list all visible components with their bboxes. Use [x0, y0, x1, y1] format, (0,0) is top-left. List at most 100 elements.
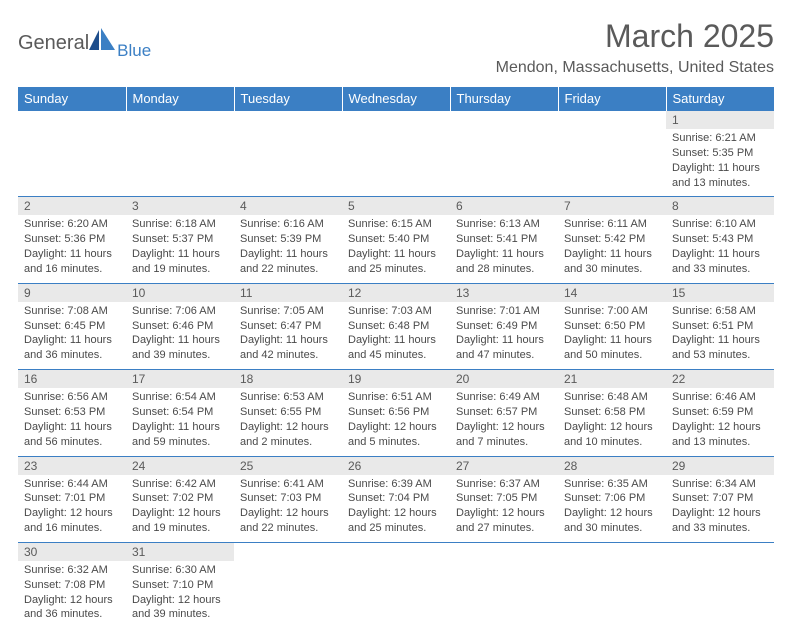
- daylight-line: Daylight: 12 hours and 33 minutes.: [672, 506, 768, 536]
- day-content-cell: Sunrise: 6:37 AMSunset: 7:05 PMDaylight:…: [450, 475, 558, 543]
- daylight-line: Daylight: 12 hours and 10 minutes.: [564, 420, 660, 450]
- day-number-cell: 17: [126, 370, 234, 389]
- day-content-row: Sunrise: 6:32 AMSunset: 7:08 PM Daylight:…: [18, 561, 774, 628]
- day-number-cell: 9: [18, 283, 126, 302]
- day-content-cell: Sunrise: 6:58 AMSunset: 6:51 PMDaylight:…: [666, 302, 774, 370]
- daylight-line: Daylight: 11 hours and 47 minutes.: [456, 333, 552, 363]
- day-number-cell: 3: [126, 197, 234, 216]
- sunset-line: Sunset: 7:10 PM: [132, 578, 228, 593]
- day-number-row: 1: [18, 111, 774, 130]
- day-content-cell: Sunrise: 6:48 AMSunset: 6:58 PMDaylight:…: [558, 388, 666, 456]
- location: Mendon, Massachusetts, United States: [496, 59, 774, 77]
- weekday-header: Monday: [126, 87, 234, 111]
- day-number-cell: 15: [666, 283, 774, 302]
- day-content-row: Sunrise: 6:20 AMSunset: 5:36 PMDaylight:…: [18, 215, 774, 283]
- daylight-line: Daylight: 12 hours and 13 minutes.: [672, 420, 768, 450]
- daylight-line: Daylight: 11 hours and 36 minutes.: [24, 333, 120, 363]
- day-content-cell: Sunrise: 6:16 AMSunset: 5:39 PMDaylight:…: [234, 215, 342, 283]
- day-content-row: Sunrise: 6:44 AMSunset: 7:01 PMDaylight:…: [18, 475, 774, 543]
- sunset-line: Sunset: 7:02 PM: [132, 491, 228, 506]
- sunrise-line: Sunrise: 6:54 AM: [132, 390, 228, 405]
- day-number-cell: 8: [666, 197, 774, 216]
- day-content-cell: Sunrise: 6:44 AMSunset: 7:01 PMDaylight:…: [18, 475, 126, 543]
- header: General Blue March 2025 Mendon, Massachu…: [18, 18, 774, 77]
- weekday-header: Sunday: [18, 87, 126, 111]
- daylight-line: Daylight: 11 hours and 25 minutes.: [348, 247, 444, 277]
- daylight-line: Daylight: 11 hours and 33 minutes.: [672, 247, 768, 277]
- day-number-cell: 1: [666, 111, 774, 130]
- day-number-cell: 30: [18, 542, 126, 561]
- sunrise-line: Sunrise: 6:51 AM: [348, 390, 444, 405]
- sunset-line: Sunset: 5:37 PM: [132, 232, 228, 247]
- weekday-header: Tuesday: [234, 87, 342, 111]
- daylight-line: Daylight: 11 hours and 30 minutes.: [564, 247, 660, 277]
- daylight-line: Daylight: 12 hours and 39 minutes.: [132, 593, 228, 623]
- day-content-cell: Sunrise: 6:20 AMSunset: 5:36 PMDaylight:…: [18, 215, 126, 283]
- day-number-cell: 25: [234, 456, 342, 475]
- calendar-table: SundayMondayTuesdayWednesdayThursdayFrid…: [18, 87, 774, 628]
- day-number-cell: 26: [342, 456, 450, 475]
- day-content-cell: Sunrise: 6:56 AMSunset: 6:53 PMDaylight:…: [18, 388, 126, 456]
- day-number-row: 9101112131415: [18, 283, 774, 302]
- sunrise-line: Sunrise: 7:08 AM: [24, 304, 120, 319]
- daylight-line: Daylight: 11 hours and 16 minutes.: [24, 247, 120, 277]
- day-number-cell: [234, 542, 342, 561]
- sunset-line: Sunset: 6:45 PM: [24, 319, 120, 334]
- sunrise-line: Sunrise: 6:32 AM: [24, 563, 120, 578]
- day-number-cell: 22: [666, 370, 774, 389]
- day-content-cell: Sunrise: 6:18 AMSunset: 5:37 PMDaylight:…: [126, 215, 234, 283]
- day-content-cell: Sunrise: 6:51 AMSunset: 6:56 PMDaylight:…: [342, 388, 450, 456]
- sunrise-line: Sunrise: 6:58 AM: [672, 304, 768, 319]
- day-content-cell: Sunrise: 7:01 AMSunset: 6:49 PMDaylight:…: [450, 302, 558, 370]
- daylight-line: Daylight: 11 hours and 13 minutes.: [672, 161, 768, 191]
- day-content-cell: Sunrise: 7:03 AMSunset: 6:48 PMDaylight:…: [342, 302, 450, 370]
- sunrise-line: Sunrise: 6:11 AM: [564, 217, 660, 232]
- sunset-line: Sunset: 6:49 PM: [456, 319, 552, 334]
- day-content-cell: Sunrise: 6:35 AMSunset: 7:06 PMDaylight:…: [558, 475, 666, 543]
- day-content-cell: Sunrise: 6:30 AMSunset: 7:10 PMDaylight:…: [126, 561, 234, 628]
- sunrise-line: Sunrise: 6:20 AM: [24, 217, 120, 232]
- day-content-cell: [342, 561, 450, 628]
- day-content-cell: Sunrise: 6:53 AMSunset: 6:55 PMDaylight:…: [234, 388, 342, 456]
- sunrise-line: Sunrise: 6:10 AM: [672, 217, 768, 232]
- sunset-line: Sunset: 7:04 PM: [348, 491, 444, 506]
- daylight-line: Daylight: 12 hours and 30 minutes.: [564, 506, 660, 536]
- weekday-header: Thursday: [450, 87, 558, 111]
- sunrise-line: Sunrise: 6:18 AM: [132, 217, 228, 232]
- day-content-row: Sunrise: 6:56 AMSunset: 6:53 PMDaylight:…: [18, 388, 774, 456]
- day-content-row: Sunrise: 7:08 AMSunset: 6:45 PMDaylight:…: [18, 302, 774, 370]
- sunset-line: Sunset: 6:50 PM: [564, 319, 660, 334]
- sunset-line: Sunset: 5:40 PM: [348, 232, 444, 247]
- day-content-cell: Sunrise: 7:05 AMSunset: 6:47 PMDaylight:…: [234, 302, 342, 370]
- sunrise-line: Sunrise: 6:46 AM: [672, 390, 768, 405]
- daylight-line: Daylight: 11 hours and 39 minutes.: [132, 333, 228, 363]
- daylight-line: Daylight: 11 hours and 45 minutes.: [348, 333, 444, 363]
- day-number-cell: [450, 542, 558, 561]
- daylight-line: Daylight: 12 hours and 25 minutes.: [348, 506, 444, 536]
- sunset-line: Sunset: 7:03 PM: [240, 491, 336, 506]
- sunrise-line: Sunrise: 6:42 AM: [132, 477, 228, 492]
- day-content-cell: Sunrise: 6:34 AMSunset: 7:07 PMDaylight:…: [666, 475, 774, 543]
- day-content-cell: Sunrise: 7:06 AMSunset: 6:46 PMDaylight:…: [126, 302, 234, 370]
- day-number-cell: [558, 542, 666, 561]
- sunset-line: Sunset: 7:08 PM: [24, 578, 120, 593]
- day-number-cell: [18, 111, 126, 130]
- day-content-cell: Sunrise: 6:49 AMSunset: 6:57 PMDaylight:…: [450, 388, 558, 456]
- day-number-cell: [666, 542, 774, 561]
- sunset-line: Sunset: 5:42 PM: [564, 232, 660, 247]
- day-content-cell: Sunrise: 6:42 AMSunset: 7:02 PMDaylight:…: [126, 475, 234, 543]
- sunset-line: Sunset: 7:01 PM: [24, 491, 120, 506]
- sunrise-line: Sunrise: 7:03 AM: [348, 304, 444, 319]
- day-number-cell: 21: [558, 370, 666, 389]
- sunset-line: Sunset: 6:57 PM: [456, 405, 552, 420]
- sunset-line: Sunset: 5:36 PM: [24, 232, 120, 247]
- sunrise-line: Sunrise: 6:16 AM: [240, 217, 336, 232]
- day-number-cell: 24: [126, 456, 234, 475]
- sunset-line: Sunset: 5:39 PM: [240, 232, 336, 247]
- daylight-line: Daylight: 11 hours and 53 minutes.: [672, 333, 768, 363]
- sunrise-line: Sunrise: 6:39 AM: [348, 477, 444, 492]
- day-number-cell: 11: [234, 283, 342, 302]
- sunrise-line: Sunrise: 6:15 AM: [348, 217, 444, 232]
- day-content-cell: [666, 561, 774, 628]
- day-number-cell: 14: [558, 283, 666, 302]
